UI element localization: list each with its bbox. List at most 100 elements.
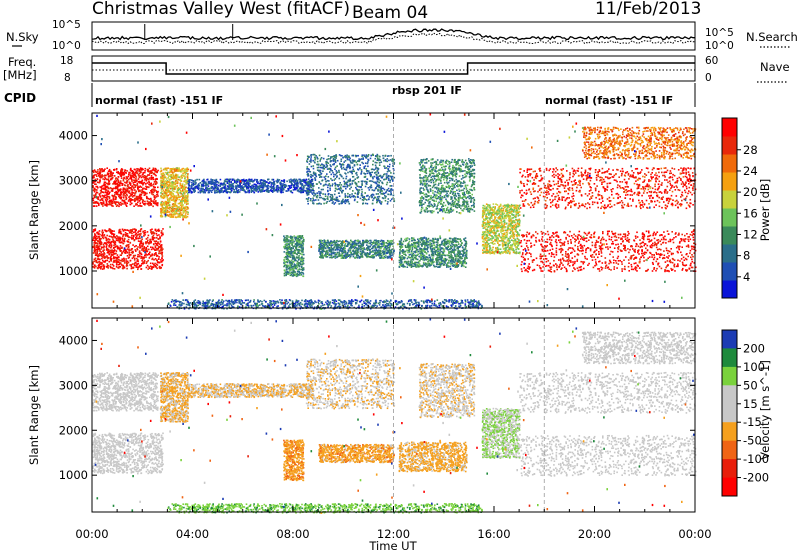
power-mark [133, 192, 135, 194]
power-mark [294, 187, 296, 189]
power-mark [306, 160, 308, 162]
cpid-label: CPID [4, 91, 36, 105]
power-mark [140, 182, 142, 184]
power-mark [107, 199, 109, 201]
power-mark [237, 192, 239, 194]
power-mark [149, 252, 151, 254]
power-mark [214, 190, 216, 192]
power-mark [390, 194, 392, 196]
power-mark [146, 197, 148, 199]
power-mark [306, 179, 308, 181]
power-mark [162, 255, 164, 257]
power-mark [263, 184, 265, 186]
power-mark [234, 189, 236, 191]
power-mark [250, 187, 252, 189]
power-mark [170, 171, 172, 173]
power-mark [346, 169, 348, 171]
power-mark [313, 168, 315, 170]
power-mark [156, 171, 158, 173]
power-mark [262, 188, 264, 190]
power-mark [158, 256, 160, 258]
power-mark [162, 182, 164, 184]
power-mark [140, 231, 142, 233]
power-mark [116, 238, 118, 240]
power-mark [181, 202, 183, 204]
power-mark [147, 231, 149, 233]
power-mark [263, 190, 265, 192]
power-mark [118, 248, 120, 250]
power-mark [144, 256, 146, 258]
power-mark [289, 179, 291, 181]
power-mark [163, 190, 165, 192]
power-mark [121, 191, 123, 193]
power-mark [149, 239, 151, 241]
power-mark [162, 174, 164, 176]
power-mark [193, 184, 195, 186]
power-mark [158, 248, 160, 250]
power-mark [185, 195, 187, 197]
power-mark [157, 203, 159, 205]
power-mark [239, 185, 241, 187]
power-mark [99, 263, 101, 265]
power-mark [137, 205, 139, 207]
power-mark [100, 238, 102, 240]
power-mark [106, 189, 108, 191]
power-mark [379, 200, 381, 202]
power-mark [174, 170, 176, 172]
power-mark [224, 189, 226, 191]
power-mark [318, 199, 320, 201]
power-mark [130, 184, 132, 186]
power-mark [145, 168, 147, 170]
power-mark [105, 260, 107, 262]
power-mark [223, 186, 225, 188]
power-mark [101, 246, 103, 248]
power-mark [353, 195, 355, 197]
power-mark [101, 258, 103, 260]
power-mark [117, 256, 119, 258]
power-mark [157, 261, 159, 263]
power-mark [351, 155, 353, 157]
power-mark [338, 171, 340, 173]
power-mark [166, 178, 168, 180]
power-mark [359, 164, 361, 166]
power-mark [165, 177, 167, 179]
power-mark [308, 169, 310, 171]
power-mark [278, 189, 280, 191]
power-mark [126, 170, 128, 172]
power-mark [346, 183, 348, 185]
power-mark [132, 252, 134, 254]
power-mark [162, 248, 164, 250]
power-mark [189, 181, 191, 183]
power-mark [387, 171, 389, 173]
power-mark [95, 252, 97, 254]
power-mark [331, 180, 333, 182]
power-mark [168, 194, 170, 196]
power-mark [137, 199, 139, 201]
power-mark [125, 204, 127, 206]
power-mark [153, 186, 155, 188]
power-mark [181, 170, 183, 172]
power-mark [184, 184, 186, 186]
power-mark [93, 237, 95, 239]
power-mark [375, 166, 377, 168]
power-mark [181, 177, 183, 179]
power-mark [126, 176, 128, 178]
power-mark [130, 194, 132, 196]
power-mark [265, 182, 267, 184]
power-mark [114, 243, 116, 245]
power-mark [182, 190, 184, 192]
power-mark [377, 189, 379, 191]
power-mark [391, 176, 393, 178]
power-mark [112, 201, 114, 203]
power-mark [116, 266, 118, 268]
power-mark [102, 268, 104, 270]
power-mark [138, 174, 140, 176]
power-mark [94, 264, 96, 266]
power-mark [162, 175, 164, 177]
power-mark [155, 168, 157, 170]
power-mark [104, 204, 106, 206]
power-mark [326, 159, 328, 161]
power-mark [97, 182, 99, 184]
power-mark [144, 250, 146, 252]
power-mark [334, 190, 336, 192]
